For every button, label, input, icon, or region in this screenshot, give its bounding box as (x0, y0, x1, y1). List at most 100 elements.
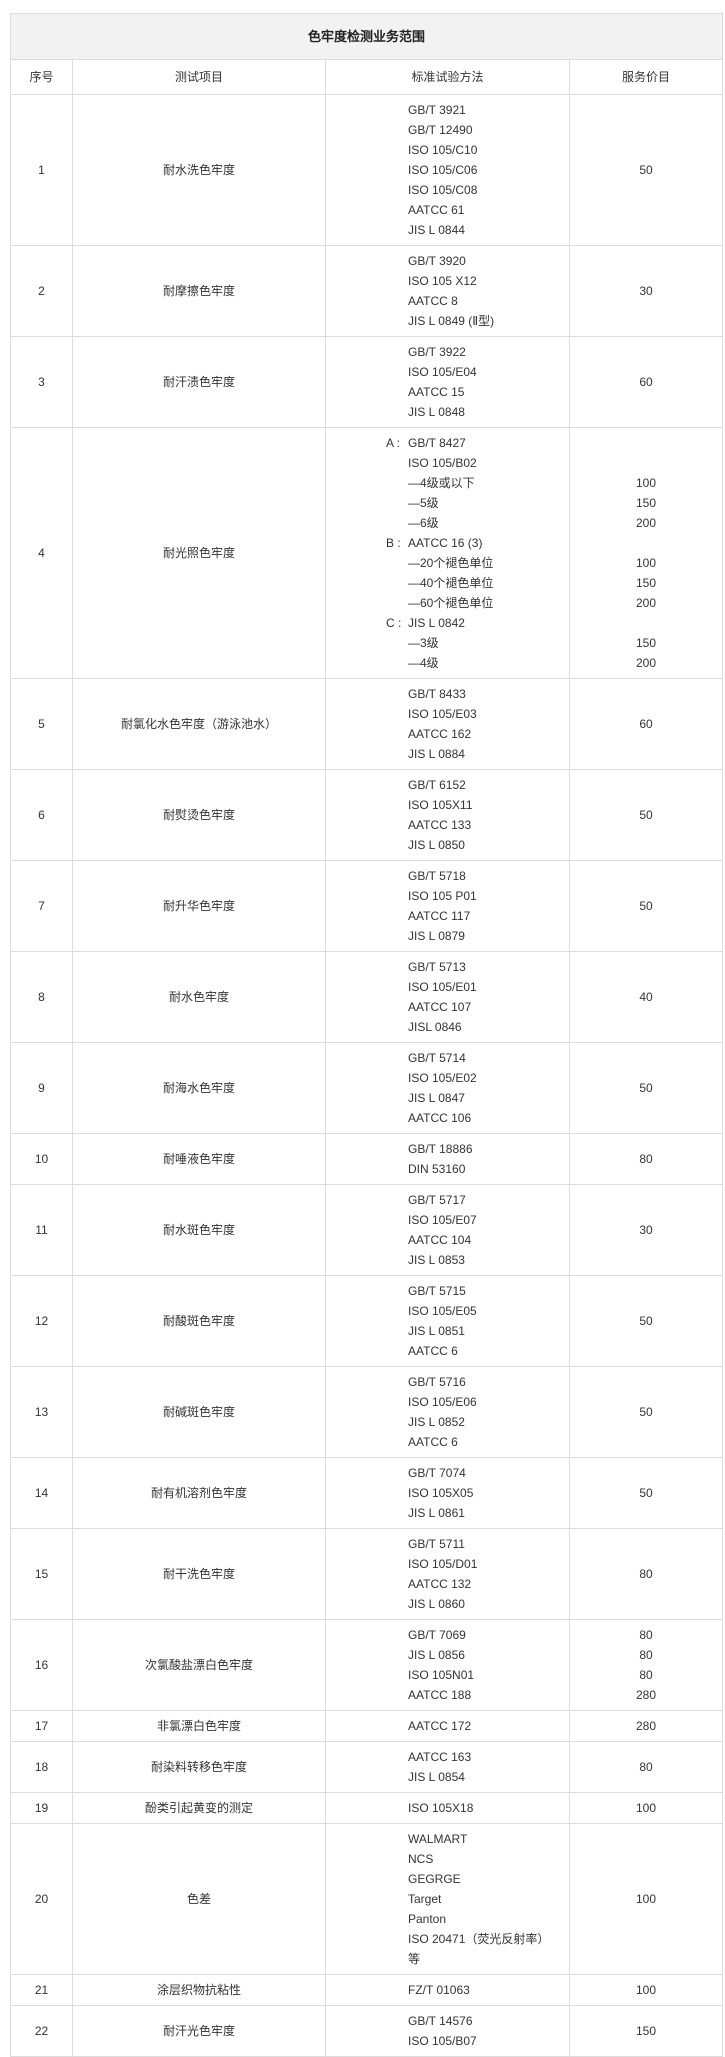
method-line: AATCC 107 (408, 997, 565, 1017)
method-line: ISO 105/E07 (408, 1210, 565, 1230)
price-line: 60 (639, 375, 653, 389)
method-line: ISO 105X05 (408, 1483, 565, 1503)
method-line: GB/T 18886 (408, 1139, 565, 1159)
test-item: 耐汗渍色牢度 (72, 336, 326, 428)
method-text: GB/T 8433 (408, 687, 466, 701)
method-line: ISO 105/D01 (408, 1554, 565, 1574)
method-text: JIS L 0884 (408, 747, 465, 761)
row-number: 3 (10, 336, 73, 428)
row-number: 20 (10, 1823, 73, 1975)
method-line: JIS L 0849 (Ⅱ型) (408, 311, 565, 331)
method-line: AATCC 188 (408, 1685, 565, 1705)
service-price: 50 (568, 1457, 724, 1529)
method-text: AATCC 104 (408, 1233, 472, 1247)
method-text: —3级 (408, 636, 439, 650)
method-text: ISO 105/C06 (408, 163, 478, 177)
row-number: 17 (10, 1710, 73, 1742)
table-title: 色牢度检测业务范围 (9, 13, 724, 60)
price-line: 30 (639, 1223, 653, 1237)
method-line: —60个褪色单位 (408, 593, 565, 613)
service-price: 40 (568, 951, 724, 1043)
method-line: JIS L 0851 (408, 1321, 565, 1341)
test-item: 耐水洗色牢度 (72, 94, 326, 246)
service-price: 50 (568, 1275, 724, 1367)
test-methods: GB/T 5716 ISO 105/E06 JIS L 0852 AATCC 6 (325, 1366, 570, 1458)
price-line: 50 (639, 808, 653, 822)
method-line: GB/T 14576 (408, 2011, 565, 2031)
price-line: 50 (639, 1314, 653, 1328)
price-line: 50 (639, 899, 653, 913)
method-text: ISO 105/E05 (408, 1304, 477, 1318)
method-text: AATCC 106 (408, 1111, 472, 1125)
test-methods: GB/T 5715 ISO 105/E05 JIS L 0851 AATCC 6 (325, 1275, 570, 1367)
test-methods: GB/T 5714 ISO 105/E02 JIS L 0847 AATCC 106 (325, 1042, 570, 1134)
method-text: AATCC 16 (3) (408, 536, 483, 550)
service-price: 80 (568, 1528, 724, 1620)
service-price: 100 (568, 1974, 724, 2006)
price-line: 80 (639, 1152, 653, 1166)
test-item: 色差 (72, 1823, 326, 1975)
test-methods: GB/T 6152 ISO 105X11 AATCC 133 JIS L 0850 (325, 769, 570, 861)
service-price: 50 (568, 1366, 724, 1458)
method-line: —4级或以下 (408, 473, 565, 493)
row-number: 13 (10, 1366, 73, 1458)
method-line: ISO 105/E01 (408, 977, 565, 997)
method-text: GB/T 5718 (408, 869, 466, 883)
price-line: 60 (639, 717, 653, 731)
method-text: Target (408, 1892, 442, 1906)
method-line: GEGRGE (408, 1869, 565, 1889)
method-line: AATCC 106 (408, 1108, 565, 1128)
test-methods: GB/T 14576 ISO 105/B07 (325, 2005, 570, 2057)
test-item: 耐光照色牢度 (72, 427, 326, 679)
method-line: GB/T 7074 (408, 1463, 565, 1483)
test-item: 耐升华色牢度 (72, 860, 326, 952)
method-line: JIS L 0848 (408, 402, 565, 422)
header-no: 序号 (10, 59, 73, 95)
method-text: ISO 105X05 (408, 1486, 474, 1500)
method-text: FZ/T 01063 (408, 1983, 470, 1997)
method-text: NCS (408, 1852, 434, 1866)
method-line: AATCC 133 (408, 815, 565, 835)
method-text: ISO 105/B02 (408, 456, 477, 470)
test-methods: GB/T 5718 ISO 105 P01 AATCC 117 JIS L 0879 (325, 860, 570, 952)
method-text: JIS L 0851 (408, 1324, 465, 1338)
table-row: 14 耐有机溶剂色牢度 GB/T 7074 ISO 105X05 JIS L 0861 5… (10, 1457, 724, 1529)
price-line (574, 533, 718, 553)
method-text: ISO 105/E02 (408, 1071, 477, 1085)
test-item: 耐氯化水色牢度（游泳池水） (72, 678, 326, 770)
row-number: 2 (10, 245, 73, 337)
method-text: ISO 105 P01 (408, 889, 477, 903)
price-line (574, 433, 718, 453)
table-body: 1 耐水洗色牢度 GB/T 3921 GB/T 12490 ISO 105/C10 ISO… (10, 94, 724, 2057)
method-text: JIS L 0850 (408, 838, 465, 852)
price-line: 30 (639, 284, 653, 298)
method-line: JIS L 0860 (408, 1594, 565, 1614)
price-line: 200 (635, 656, 657, 670)
method-line: AATCC 163 (408, 1747, 565, 1767)
method-line: GB/T 5714 (408, 1048, 565, 1068)
method-line: AATCC 6 (408, 1432, 565, 1452)
test-item: 次氯酸盐漂白色牢度 (72, 1619, 326, 1711)
method-text: GB/T 3922 (408, 345, 466, 359)
method-group-prefix: C : (386, 616, 402, 630)
price-line: 150 (635, 576, 657, 590)
service-price: 100 (568, 1823, 724, 1975)
method-line: ISO 105/C10 (408, 140, 565, 160)
test-item: 耐海水色牢度 (72, 1042, 326, 1134)
price-line: 80 (639, 1567, 653, 1581)
method-line: Target (408, 1889, 565, 1909)
row-number: 1 (10, 94, 73, 246)
method-line: ISO 105/E03 (408, 704, 565, 724)
method-line: GB/T 12490 (408, 120, 565, 140)
method-line: JIS L 0861 (408, 1503, 565, 1523)
method-line: JISL 0846 (408, 1017, 565, 1037)
service-price: 150 (568, 2005, 724, 2057)
method-line: AATCC 61 (408, 200, 565, 220)
test-item: 涂层织物抗粘性 (72, 1974, 326, 2006)
price-line: 80 (639, 1668, 653, 1682)
price-line: 280 (635, 1688, 657, 1702)
method-line: ISO 105/E05 (408, 1301, 565, 1321)
method-line: JIS L 0852 (408, 1412, 565, 1432)
method-text: —6级 (408, 516, 439, 530)
method-text: AATCC 133 (408, 818, 472, 832)
